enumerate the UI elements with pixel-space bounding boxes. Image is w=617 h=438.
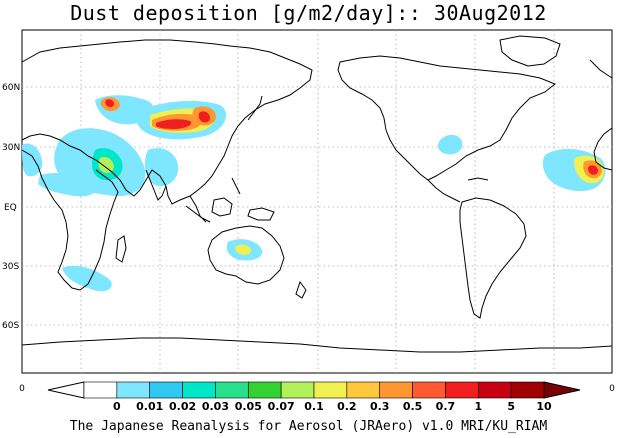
coastline-west-africa-right [593,127,613,171]
credit-line: The Japanese Reanalysis for Aerosol (JRA… [69,419,548,434]
coastline-india [145,169,167,201]
dust-deposition-field [22,95,606,292]
colorbar-segment [510,381,545,399]
colorbar-end-high [543,381,581,399]
colorbar-segment [149,381,183,399]
colorbar-tick-label: 10 [536,400,552,413]
lat-label-eq: EQ [4,203,17,213]
dust-patch-central-asia-core [105,99,114,108]
coastline-eurasia [21,39,313,205]
colorbar-tick-label: 0.1 [304,400,324,413]
colorbar-tick-label: 0.5 [403,400,423,413]
coastline-japan [247,95,263,121]
lat-label-60n: 60N [2,83,20,93]
colorbar-segment [477,381,512,399]
colorbar-end-label-right: 0 [609,384,615,394]
dust-patch-north-america [438,134,463,155]
colorbar-tick-label: 0.02 [169,400,196,413]
colorbar-tick-label: 0 [113,400,121,413]
colorbar-segment [313,381,348,399]
dust-patch-australia-mod [235,244,252,255]
colorbar-segment [280,381,315,399]
colorbar-tick-label: 5 [507,400,515,413]
colorbar-tick-label: 0.01 [136,400,163,413]
map-title: Dust deposition [g/m2/day]:: 30Aug2012 [70,1,547,25]
colorbar-segment [247,381,282,399]
dust-patch-gobi-core [156,119,192,129]
coastline-europe-right [589,59,613,79]
coastline-caribbean [467,177,489,181]
coastlines [21,35,613,353]
dust-patch-sahara-west [22,143,43,177]
colorbar-tick-label: 0.05 [235,400,262,413]
dust-patch-india [144,148,179,187]
dust-patch-arabia-mod [98,156,114,174]
lat-label-30n: 30N [2,143,20,153]
colorbar: 0 0.01 0.02 0.03 0.05 0.07 0.1 0.2 0.3 0.5 0.7 1 5 10… [19,381,615,413]
colorbar-tick-label: 1 [474,400,482,413]
colorbar-segment [215,381,249,399]
dust-patch-gobi-east-core [198,111,210,123]
coastline-new-guinea [247,207,275,221]
colorbar-segment [182,381,216,399]
colorbar-segment [445,381,479,399]
colorbar-segment [116,381,151,399]
dust-patch-atlantic-core [587,165,598,175]
colorbar-segment [83,381,118,399]
coastline-madagascar [115,235,127,263]
colorbar-tick-label: 0.7 [436,400,456,413]
coastline-north-america [337,55,556,181]
dust-patch-south-africa [62,265,112,292]
colorbar-tick-label: 0.03 [202,400,229,413]
lat-label-30s: 30S [2,262,19,272]
coastline-antarctica [21,337,613,353]
colorbar-tick-label: 0.2 [337,400,357,413]
lat-label-60s: 60S [2,321,19,331]
coastline-borneo [211,197,233,217]
coastline-australia [207,225,285,285]
map-frame [21,29,613,374]
coastline-indochina [189,195,207,223]
gridlines [22,30,612,373]
coastline-south-america [459,197,527,319]
coastline-africa [21,149,119,291]
coastline-sumatra [185,205,211,223]
coastline-central-america [427,179,461,203]
colorbar-segment [412,381,446,399]
colorbar-segment [379,381,413,399]
dust-patch-sahara-band [38,173,97,197]
colorbar-tick-label: 0.3 [370,400,390,413]
coastline-philippines [231,177,241,195]
coastline-greenland [499,35,561,67]
coastline-new-zealand [295,280,307,299]
colorbar-segment [346,381,381,399]
colorbar-end-low [47,381,85,399]
colorbar-tick-label: 0.07 [268,400,295,413]
colorbar-end-label-left: 0 [19,384,25,394]
